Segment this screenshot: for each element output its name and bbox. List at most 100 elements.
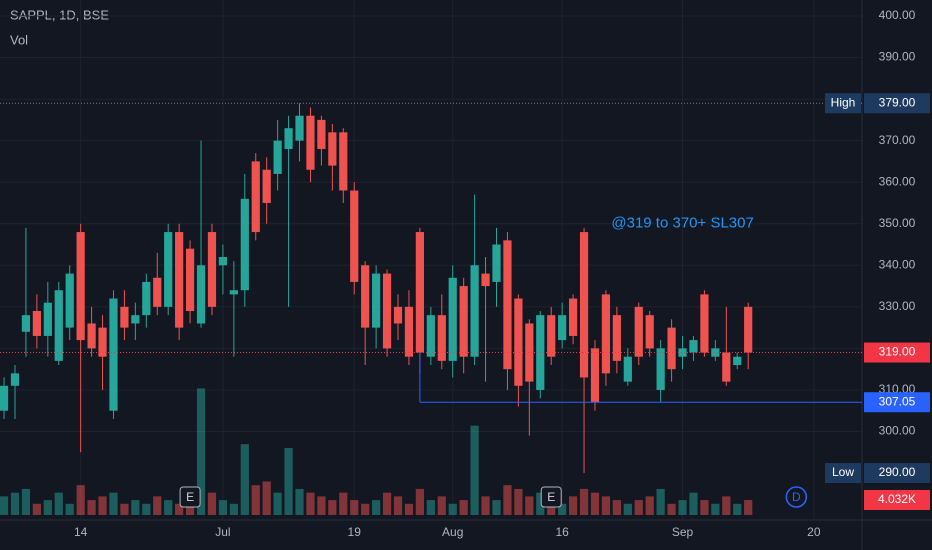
candle-body [185, 248, 195, 312]
volume-bar [634, 500, 643, 515]
volume-bar [525, 496, 534, 515]
volume-bar [54, 492, 63, 515]
event-label: E [186, 490, 194, 504]
candle-body [372, 273, 381, 328]
candle-body [656, 348, 665, 390]
candle-body [164, 232, 173, 307]
volume-bar [273, 492, 282, 515]
event-marker [179, 486, 201, 508]
candle-body [525, 323, 534, 382]
candle-body [700, 294, 709, 353]
volume-label-box [864, 489, 930, 510]
candle-body [590, 348, 600, 403]
candle-body [568, 298, 578, 336]
subtitle: Vol [10, 32, 28, 47]
candle-body [0, 385, 9, 411]
volume-bar [196, 388, 206, 515]
candle-body [733, 356, 742, 366]
candle-body [612, 315, 621, 361]
candle-body [229, 290, 238, 295]
candle-body [196, 265, 206, 324]
volume-bar [722, 496, 731, 515]
volume-bar [667, 503, 676, 515]
volume-bar [317, 496, 326, 515]
volume-bar [437, 496, 446, 515]
x-tick-label: Aug [442, 525, 463, 539]
volume-bar [481, 496, 490, 515]
volume-bar [590, 492, 600, 515]
candle-body [492, 244, 501, 282]
candle-body [251, 161, 260, 233]
volume-bar [361, 503, 370, 515]
candle-body [579, 232, 589, 378]
volume-bar [382, 492, 392, 515]
y-tick-label: 350.00 [879, 216, 916, 230]
price-label: 307.05 [879, 394, 916, 408]
volume-bar [492, 500, 501, 515]
y-tick-label: 300.00 [879, 424, 916, 438]
volume-bar [744, 499, 753, 515]
candle-body [120, 306, 129, 328]
candle-body [306, 115, 315, 170]
candle-body [240, 198, 249, 291]
volume-bar [645, 496, 654, 515]
volume-bar [175, 503, 184, 515]
candle-body [711, 348, 720, 357]
volume-bar [43, 500, 52, 515]
candle-body [382, 273, 392, 349]
volume-bar [21, 488, 31, 515]
y-tick-label: 390.00 [879, 50, 916, 64]
volume-bar [689, 492, 698, 515]
event-label: E [547, 490, 555, 504]
volume-bar [601, 496, 611, 515]
price-label: 290.00 [879, 465, 916, 479]
volume-bar [65, 503, 74, 515]
candle-body [634, 306, 643, 357]
volume-bar [623, 503, 632, 515]
candle-body [547, 315, 556, 357]
volume-bar [448, 503, 457, 515]
x-tick-label: Jul [215, 525, 230, 539]
candle-body [448, 277, 457, 361]
level-name: Low [832, 465, 854, 479]
price-label-box [864, 392, 930, 413]
volume-bar [207, 492, 217, 515]
candle-body [667, 327, 676, 370]
candle-body [361, 265, 370, 328]
candle-body [218, 256, 228, 266]
y-tick-label: 330.00 [879, 299, 916, 313]
candle-body [54, 290, 63, 361]
candle-body [262, 169, 271, 203]
volume-bar [350, 500, 359, 515]
y-tick-label: 370.00 [879, 133, 916, 147]
volume-bar [295, 488, 304, 515]
volume-bar [87, 500, 96, 515]
volume-bar [120, 503, 129, 515]
volume-bar [612, 500, 621, 515]
candle-body [514, 298, 523, 386]
candle-body [273, 140, 282, 174]
candle-body [142, 281, 151, 316]
candle-body [284, 128, 293, 149]
volume-bar [229, 503, 238, 515]
price-label-box [864, 342, 930, 363]
event-label: D [792, 490, 801, 504]
volume-bar [700, 500, 709, 515]
volume-bar [76, 485, 85, 515]
x-tick-label: 20 [807, 525, 821, 539]
candle-body [393, 306, 403, 324]
price-label-box [864, 93, 930, 114]
candle-body [98, 327, 107, 357]
volume-bar [579, 488, 589, 515]
level-name-box [825, 463, 861, 484]
volume-bar [426, 500, 435, 515]
candle-body [87, 323, 96, 349]
volume-bar [0, 496, 9, 515]
candle-body [295, 115, 304, 141]
candle-body [744, 306, 753, 353]
event-marker [540, 486, 562, 508]
annotation: @319 to 370+ SL307 [611, 215, 753, 232]
